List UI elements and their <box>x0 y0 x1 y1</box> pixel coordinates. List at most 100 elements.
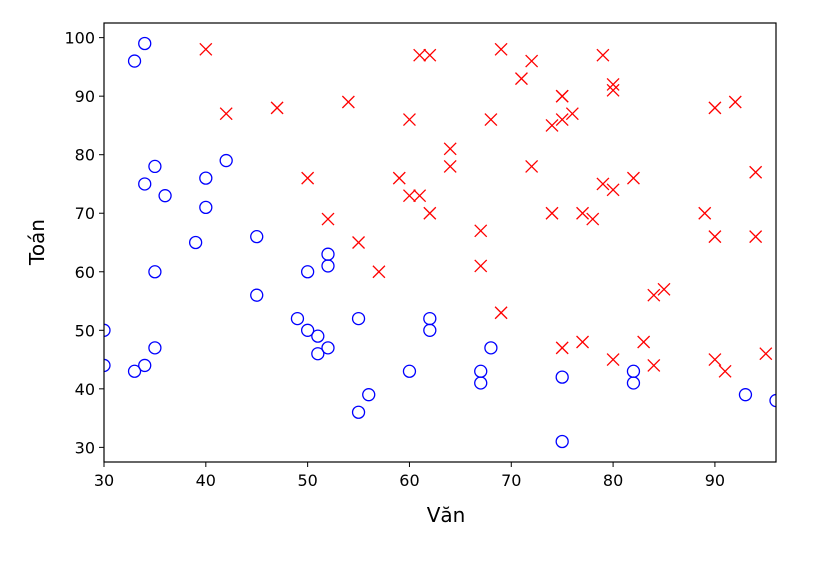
y-tick-label: 100 <box>64 29 95 48</box>
point-cross <box>555 341 569 355</box>
point-cross <box>749 165 763 179</box>
point-circle <box>104 323 111 337</box>
point-circle <box>290 311 305 326</box>
point-circle <box>219 153 233 168</box>
point-circle <box>138 358 152 373</box>
point-cross <box>728 95 742 109</box>
point-circle <box>250 229 264 244</box>
x-tick-label: 80 <box>603 471 623 490</box>
point-cross <box>708 230 722 244</box>
x-tick-label: 60 <box>399 471 419 490</box>
y-axis: 30 40 50 60 70 80 90 100 <box>64 29 104 457</box>
point-circle <box>250 288 264 302</box>
point-cross <box>708 353 722 367</box>
point-circle <box>311 329 325 343</box>
point-cross <box>525 159 539 173</box>
plot-frame <box>103 22 777 463</box>
point-circle <box>104 358 111 373</box>
point-cross <box>606 353 620 367</box>
point-circle <box>423 311 437 326</box>
point-circle <box>362 388 376 402</box>
point-cross <box>545 206 559 220</box>
point-circle <box>321 341 335 355</box>
point-circle <box>351 311 366 326</box>
y-tick-label: 40 <box>75 380 95 399</box>
point-cross <box>423 206 437 220</box>
point-circle <box>188 235 203 250</box>
point-circle <box>484 341 498 355</box>
point-cross <box>402 189 416 203</box>
point-cross <box>759 347 773 361</box>
point-cross <box>749 230 763 244</box>
y-tick-label: 70 <box>75 204 95 223</box>
point-circle <box>351 405 366 419</box>
point-cross <box>708 101 722 115</box>
point-circle <box>474 376 488 390</box>
point-circle <box>555 370 569 384</box>
y-tick-label: 60 <box>75 263 95 282</box>
point-cross <box>494 42 508 56</box>
y-axis-label: Toán <box>25 219 49 266</box>
point-circle <box>127 364 142 378</box>
point-cross <box>494 306 508 320</box>
x-tick-label: 30 <box>94 471 114 490</box>
point-circle <box>474 364 488 378</box>
point-cross <box>270 101 284 115</box>
y-tick-label: 90 <box>75 87 95 106</box>
point-circle <box>158 189 172 203</box>
data-points <box>104 36 776 449</box>
point-cross <box>402 113 416 127</box>
point-cross <box>219 107 233 121</box>
point-circle <box>423 323 437 337</box>
point-cross <box>321 212 335 226</box>
point-circle <box>138 36 152 51</box>
point-cross <box>555 113 569 127</box>
point-cross <box>514 72 528 86</box>
point-circle <box>321 259 335 273</box>
x-axis-label: Văn <box>427 503 466 527</box>
point-cross <box>423 48 437 62</box>
point-circle <box>555 434 569 449</box>
point-cross <box>413 48 427 62</box>
point-circle <box>626 364 641 378</box>
point-cross <box>525 54 539 68</box>
point-cross <box>718 364 732 378</box>
point-cross <box>443 159 457 173</box>
point-cross <box>372 265 386 279</box>
y-tick-label: 50 <box>75 321 95 340</box>
point-cross <box>606 78 620 91</box>
point-cross <box>606 83 620 97</box>
y-tick-label: 30 <box>75 438 95 457</box>
point-cross <box>565 107 579 121</box>
x-tick-label: 90 <box>705 471 725 490</box>
point-circle <box>199 200 213 215</box>
point-circle <box>300 265 315 279</box>
point-circle <box>138 177 152 191</box>
point-cross <box>352 236 366 249</box>
point-cross <box>392 171 406 185</box>
point-circle <box>311 347 325 361</box>
point-cross <box>657 282 671 296</box>
point-cross <box>647 288 661 302</box>
point-circle <box>127 54 142 68</box>
point-circle <box>148 159 162 174</box>
point-circle <box>300 323 315 337</box>
point-cross <box>647 358 661 372</box>
y-tick-label: 80 <box>75 146 95 165</box>
point-circle <box>738 388 753 402</box>
point-circle <box>402 364 417 378</box>
x-tick-label: 50 <box>297 471 317 490</box>
point-cross <box>555 89 569 103</box>
point-cross <box>474 259 488 273</box>
point-cross <box>301 171 315 185</box>
point-cross <box>545 118 559 132</box>
point-cross <box>596 177 610 191</box>
point-cross <box>341 95 355 109</box>
x-tick-label: 40 <box>196 471 216 490</box>
point-cross <box>626 171 640 185</box>
point-circle <box>321 247 335 261</box>
point-cross <box>637 335 651 349</box>
point-cross <box>586 212 600 226</box>
point-circle <box>148 341 162 355</box>
